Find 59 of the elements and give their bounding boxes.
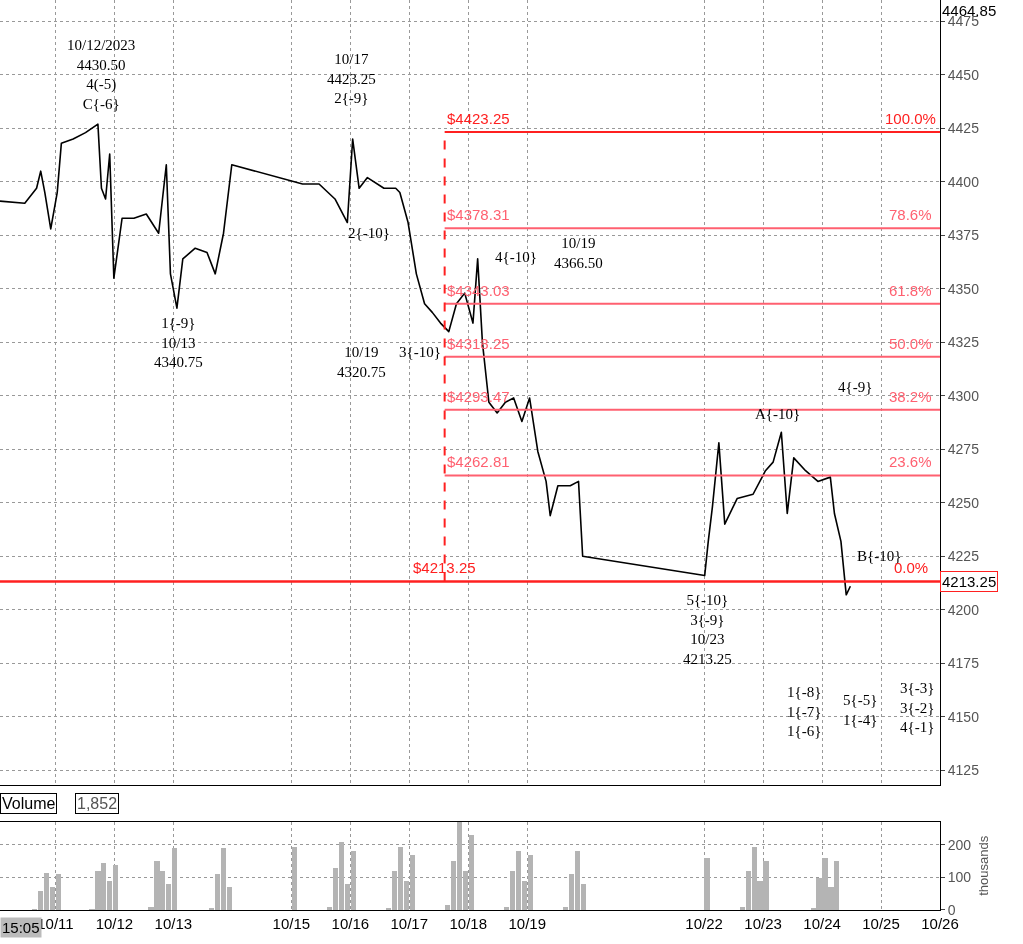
bar	[704, 857, 710, 910]
annotation: 10/17 4423.25 2{-9}	[327, 51, 376, 106]
y-tick-label: 100	[947, 869, 972, 886]
annotation: 100.0%	[885, 110, 936, 127]
annotation: 1{-9} 10/13 4340.75	[154, 315, 203, 370]
annotation: 10/19 4320.75	[337, 344, 386, 380]
x-tick-label: 10/22	[685, 914, 723, 932]
annotation: 2{-10}	[348, 225, 390, 241]
x-tick-label: 10/15	[272, 914, 311, 932]
annotation: 50.0%	[889, 335, 932, 352]
annotation: 1{-8} 1{-7} 1{-6}	[787, 684, 822, 739]
y-tick-label: 4400	[947, 173, 980, 190]
y-tick-label: 4125	[947, 762, 980, 779]
y-tick-label: 4250	[947, 494, 980, 511]
y-tick-label: 4450	[947, 66, 980, 83]
annotation: 4{-10}	[495, 249, 537, 265]
x-tick-label: 10/24	[803, 914, 841, 932]
annotation: B{-10}	[857, 548, 902, 564]
x-tick-label: 10/17	[390, 914, 429, 932]
y-tick-label: 4375	[947, 227, 980, 244]
x-tick-label: 10/19	[508, 914, 546, 932]
annotation: 23.6%	[889, 453, 932, 470]
x-tick-label: 10/12	[95, 914, 134, 932]
annotation: $4213.25	[413, 559, 476, 576]
annotation: 78.6%	[889, 206, 932, 223]
y-tick-label: 4175	[947, 655, 980, 672]
annotation: $4423.25	[447, 110, 510, 127]
x-tick-label: 10/13	[154, 914, 193, 932]
chart-title: Volume	[2, 795, 56, 812]
y-tick-label: 4300	[947, 387, 980, 404]
chart-subtitle: 1,852	[77, 795, 118, 812]
annotation: 61.8%	[889, 282, 932, 299]
annotation: 5{-10} 3{-9} 10/23 4213.25	[683, 592, 732, 667]
annotation: 3{-10}	[399, 344, 441, 360]
annotation: 3{-3} 3{-2} 4{-1}	[900, 680, 935, 735]
annotation: 4{-9}	[838, 379, 873, 395]
annotation: 10/12/2023 4430.50 4(-5) C{-6}	[67, 37, 136, 112]
annotation: 10/19 4366.50	[554, 235, 603, 271]
y-axis-title: thousands	[975, 835, 991, 896]
y-tick-label: 4225	[947, 548, 980, 565]
x-tick-label: 10/23	[744, 914, 782, 932]
y-tick-label: 4200	[947, 601, 980, 618]
x-tick-label: 10/16	[331, 914, 370, 932]
annotation: $4262.81	[447, 453, 510, 470]
y-tick-label: 4350	[947, 280, 980, 297]
y-tick-label: 4425	[947, 120, 980, 137]
bar	[292, 846, 297, 910]
annotation: $4378.31	[447, 206, 510, 223]
y-tick-label: 4275	[947, 441, 980, 458]
annotation: 38.2%	[889, 388, 932, 405]
x-tick-label: 10/18	[449, 914, 488, 932]
ref-line-label: 4213.25	[942, 573, 997, 590]
annotation: 5{-5} 1{-4}	[843, 692, 878, 728]
y-tick-label: 4150	[947, 708, 980, 725]
y-tick-label: 4325	[947, 334, 980, 351]
x-tick-label: 10/25	[862, 914, 900, 932]
annotation: A{-10}	[755, 406, 801, 422]
text: 15:05	[2, 919, 40, 936]
y-tick-label: 200	[947, 836, 972, 853]
